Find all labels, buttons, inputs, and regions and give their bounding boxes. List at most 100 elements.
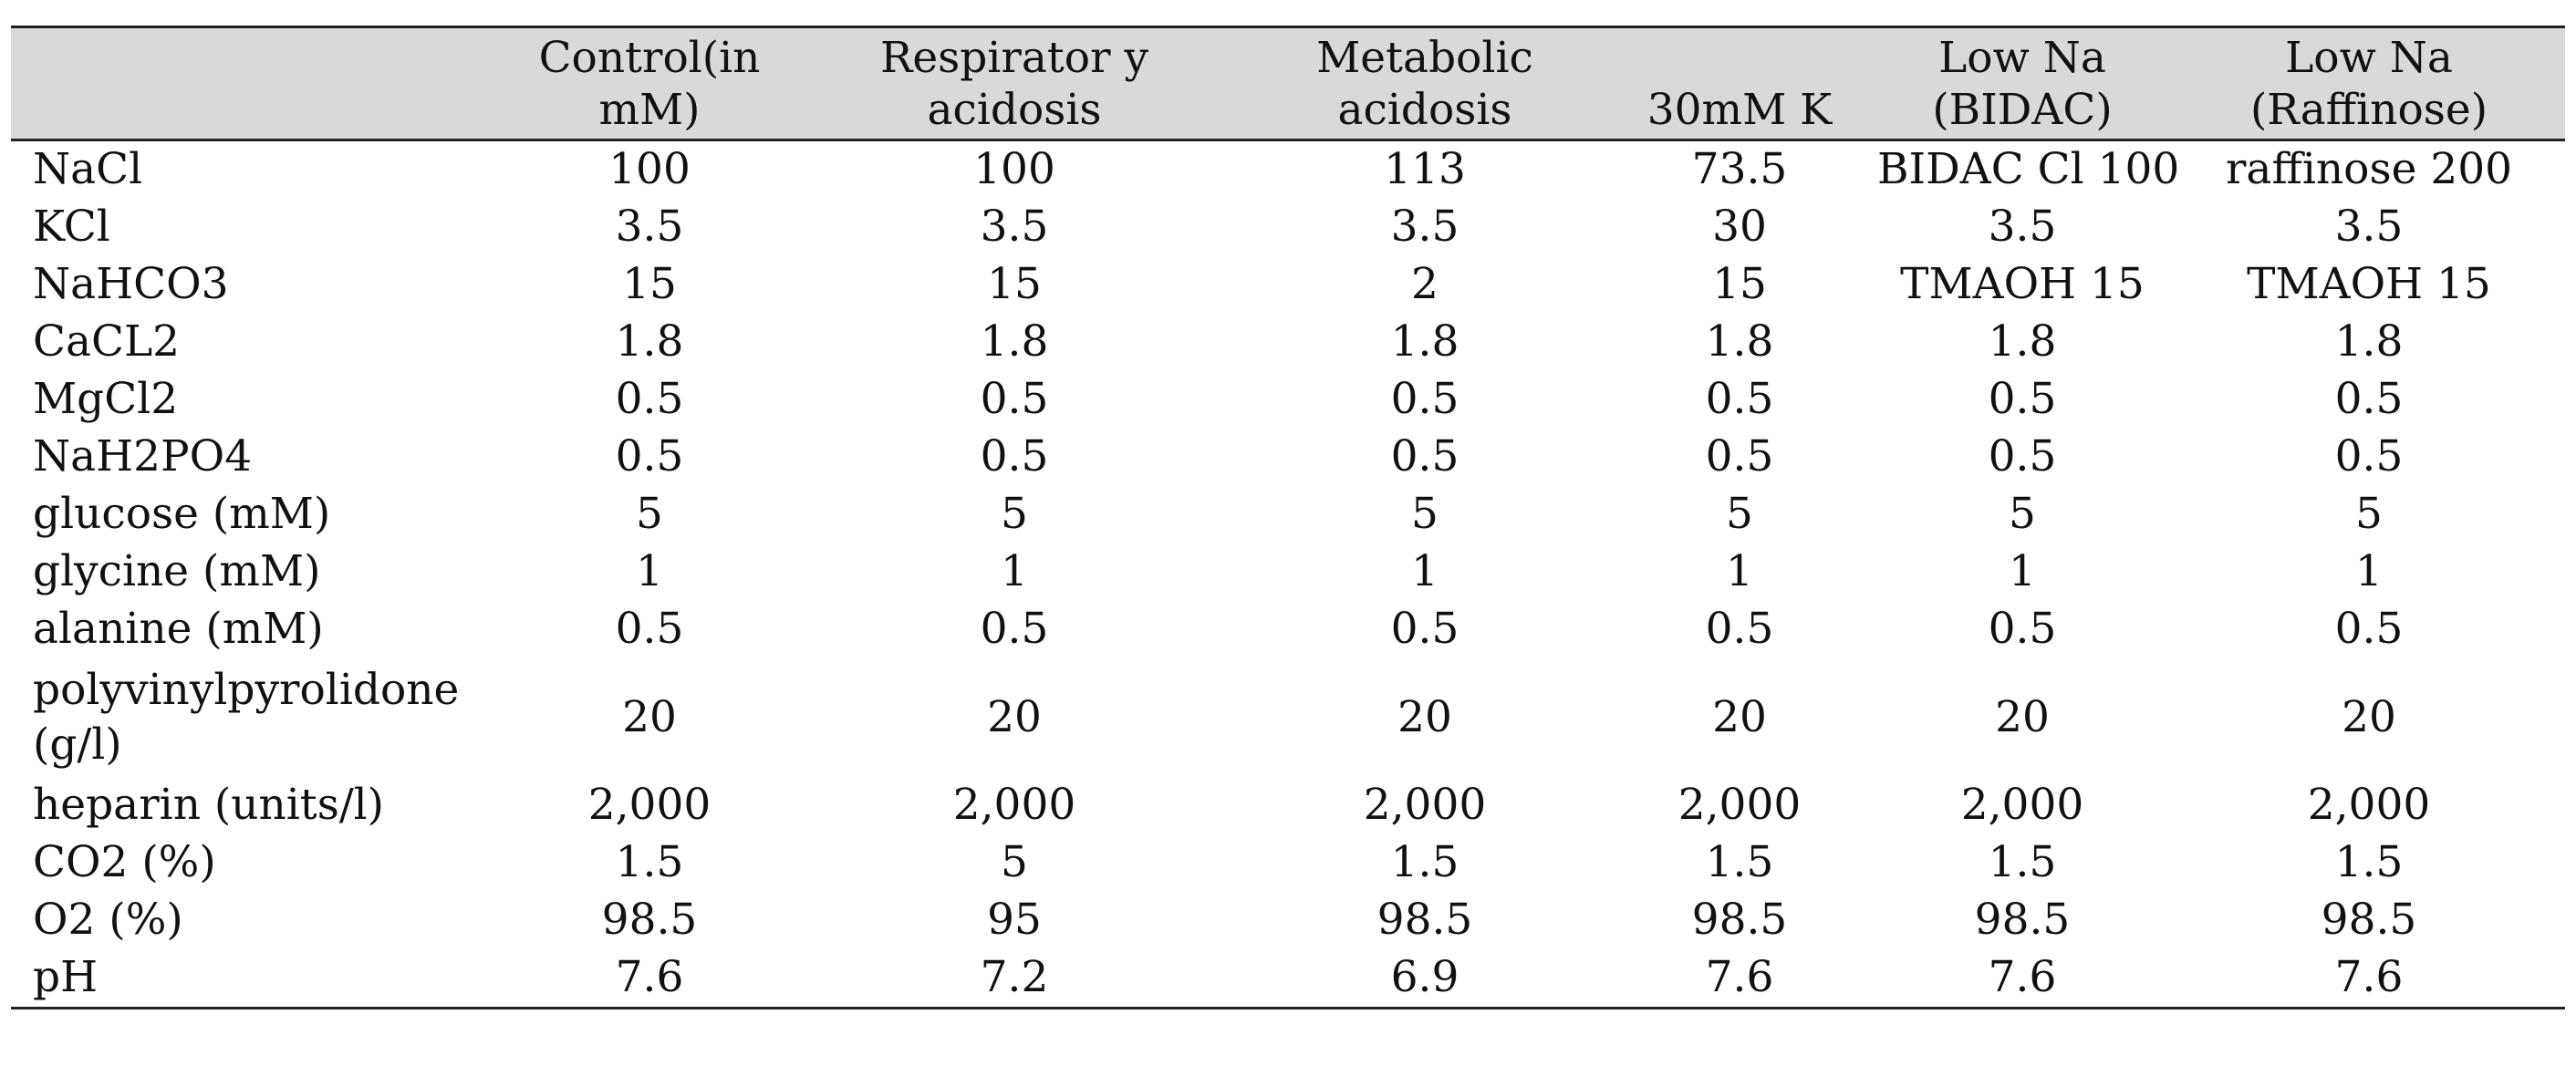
table-cell: 7.2 <box>786 948 1242 1009</box>
table-cell: BIDAC Cl 100 <box>1877 144 2180 195</box>
table-body: NaCl 100 100 113 73.5 BIDAC Cl 100 raffinose 2… <box>11 140 2565 1009</box>
row-label: NaH2PO4 <box>33 431 253 482</box>
table-cell: 73.5 <box>1691 144 1788 195</box>
table-cell: 2,000 <box>1678 780 1802 831</box>
table-cell: 0.5 <box>1390 431 1459 482</box>
table-row: alanine (mM) 0.5 0.5 0.5 0.5 0.5 0.5 <box>11 601 2565 658</box>
table-cell: 2,000 <box>2307 780 2431 831</box>
table-cell: 20 <box>622 691 677 742</box>
table-cell: 1.8 <box>1988 316 2057 368</box>
table-row: polyvinylpyrolidone (g/l) 20 20 20 20 20 20 <box>11 658 2565 777</box>
table-cell: 7.6 <box>1607 948 1872 1009</box>
table-cell: 7.6 <box>2173 948 2565 1009</box>
table-cell: 20 <box>1995 691 2050 742</box>
table-cell: 1.8 <box>2334 316 2404 368</box>
table-row: KCl 3.5 3.5 3.5 30 3.5 3.5 <box>11 199 2565 256</box>
header-cell-empty <box>11 26 513 141</box>
row-label: CaCL2 <box>33 316 181 368</box>
table-cell: 1.5 <box>2334 837 2404 888</box>
header-cell-30mm-k: 30mM K <box>1607 26 1872 141</box>
table-cell: 1.8 <box>980 316 1049 368</box>
table-cell: 3.5 <box>1390 202 1459 253</box>
row-label: MgCl2 <box>33 374 179 425</box>
header-cell-low-na-raffinose: Low Na (Raffinose) <box>2173 26 2565 141</box>
table-cell: 0.5 <box>1988 604 2057 655</box>
table-row: pH 7.6 7.2 6.9 7.6 7.6 7.6 <box>11 948 2565 1009</box>
table-cell: 1.8 <box>1705 316 1774 368</box>
row-label: CO2 (%) <box>33 837 216 888</box>
table-cell: 1.5 <box>615 837 684 888</box>
table-cell: 0.5 <box>1390 604 1459 655</box>
table-cell: 15 <box>622 259 677 310</box>
table-cell: 0.5 <box>980 431 1049 482</box>
table-cell: 1 <box>2355 546 2383 597</box>
row-label: polyvinylpyrolidone (g/l) <box>33 664 460 770</box>
table-cell: TMAOH 15 <box>2247 259 2491 310</box>
table-cell: 20 <box>1397 691 1452 742</box>
table-cell: 7.6 <box>1872 948 2173 1009</box>
table-cell: 0.5 <box>980 374 1049 425</box>
table-cell: 30 <box>1712 202 1767 253</box>
table-cell: 1.5 <box>1390 837 1459 888</box>
table-row: glycine (mM) 1 1 1 1 1 1 <box>11 544 2565 601</box>
table-cell: 0.5 <box>2334 374 2404 425</box>
table-cell: 5 <box>636 489 663 540</box>
header-cell-low-na-bidac: Low Na (BIDAC) <box>1872 26 2173 141</box>
table-cell: 20 <box>2342 691 2396 742</box>
table-row: heparin (units/l) 2,000 2,000 2,000 2,000 2,0… <box>11 777 2565 834</box>
table-cell: 0.5 <box>1705 374 1774 425</box>
table-cell: 98.5 <box>601 895 698 946</box>
table-cell: 98.5 <box>2321 895 2417 946</box>
table-cell: TMAOH 15 <box>1900 259 2145 310</box>
header-cell-respiratory-acidosis: Respirator y acidosis <box>786 26 1242 141</box>
solution-composition-table: Control(in mM) Respirator y acidosis Met… <box>11 26 2565 1009</box>
table-cell: 0.5 <box>1705 604 1774 655</box>
table-cell: 1.8 <box>1390 316 1459 368</box>
table-cell: 3.5 <box>1988 202 2057 253</box>
row-label: glucose (mM) <box>33 489 331 540</box>
table-cell: 3.5 <box>980 202 1049 253</box>
row-label: O2 (%) <box>33 895 183 946</box>
table-row: NaCl 100 100 113 73.5 BIDAC Cl 100 raffinose 2… <box>11 140 2565 199</box>
table-row: O2 (%) 98.5 95 98.5 98.5 98.5 98.5 <box>11 892 2565 949</box>
row-label: pH <box>11 948 513 1009</box>
table-cell: 7.6 <box>513 948 786 1009</box>
row-label: heparin (units/l) <box>33 780 385 831</box>
table-cell: 100 <box>973 144 1055 195</box>
table-cell: 98.5 <box>1691 895 1788 946</box>
table-cell: 5 <box>1001 837 1028 888</box>
table-cell: 1.5 <box>1705 837 1774 888</box>
table-cell: 20 <box>1712 691 1767 742</box>
table-cell: 0.5 <box>1705 431 1774 482</box>
table-row: NaH2PO4 0.5 0.5 0.5 0.5 0.5 0.5 <box>11 429 2565 486</box>
table-cell: 0.5 <box>2334 604 2404 655</box>
table-cell: 0.5 <box>980 604 1049 655</box>
table-cell: 2,000 <box>1363 780 1487 831</box>
table-cell: 5 <box>1411 489 1439 540</box>
table-cell: 2,000 <box>952 780 1076 831</box>
table-row: CO2 (%) 1.5 5 1.5 1.5 1.5 1.5 <box>11 834 2565 892</box>
table-row: NaHCO3 15 15 2 15 TMAOH 15 TMAOH 15 <box>11 256 2565 314</box>
table-cell: 1.8 <box>615 316 684 368</box>
table-cell: 95 <box>987 895 1042 946</box>
table-cell: 3.5 <box>2334 202 2404 253</box>
table-cell: 1 <box>636 546 663 597</box>
table-cell: 1 <box>2009 546 2036 597</box>
row-label: alanine (mM) <box>33 604 324 655</box>
table-cell: 0.5 <box>1988 431 2057 482</box>
row-label: NaHCO3 <box>33 259 229 310</box>
table-cell: raffinose 200 <box>2225 144 2513 195</box>
table-cell: 0.5 <box>2334 431 2404 482</box>
table-cell: 6.9 <box>1242 948 1607 1009</box>
table-cell: 15 <box>987 259 1042 310</box>
table-cell: 113 <box>1384 144 1466 195</box>
table-cell: 0.5 <box>1390 374 1459 425</box>
table-cell: 1 <box>1411 546 1439 597</box>
table-header: Control(in mM) Respirator y acidosis Met… <box>11 26 2565 141</box>
table-cell: 0.5 <box>615 374 684 425</box>
table-cell: 20 <box>987 691 1042 742</box>
row-label: glycine (mM) <box>33 546 321 597</box>
header-row: Control(in mM) Respirator y acidosis Met… <box>11 26 2565 141</box>
table-cell: 100 <box>608 144 691 195</box>
table-cell: 98.5 <box>1376 895 1473 946</box>
